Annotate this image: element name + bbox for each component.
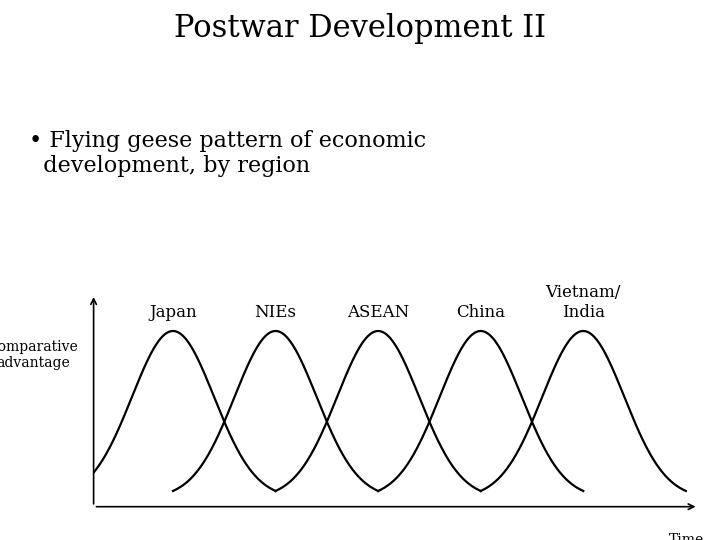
Text: Postwar Development II: Postwar Development II [174,14,546,44]
Text: Vietnam/
India: Vietnam/ India [546,285,621,321]
Text: NIEs: NIEs [255,304,297,321]
Text: Time: Time [669,532,704,540]
Text: Comparative
advantage: Comparative advantage [0,340,78,370]
Text: ASEAN: ASEAN [347,304,409,321]
Text: China: China [456,304,505,321]
Text: • Flying geese pattern of economic
  development, by region: • Flying geese pattern of economic devel… [29,130,426,177]
Text: Japan: Japan [149,304,197,321]
